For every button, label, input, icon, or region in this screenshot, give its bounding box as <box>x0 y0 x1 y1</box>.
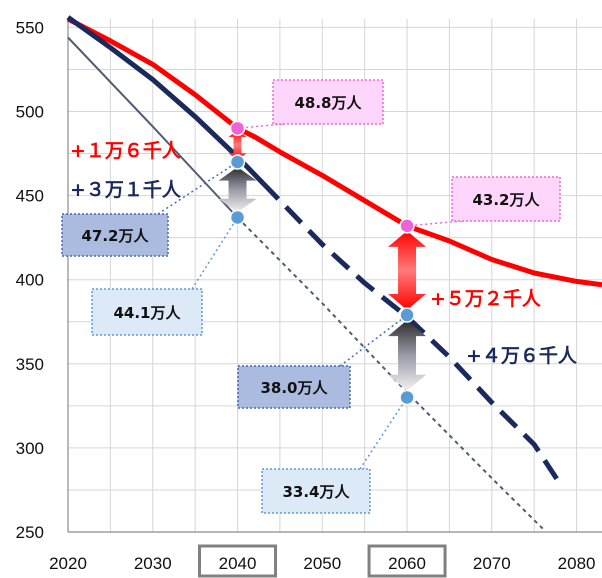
difference-arrow <box>228 130 247 161</box>
difference-annotation: +４万６千人 <box>466 345 578 367</box>
difference-annotations: +１万６千人 +３万１千人 +５万２千人 +４万６千人 <box>70 140 578 367</box>
series-line-projection <box>261 181 562 485</box>
highlight-box <box>367 544 447 578</box>
difference-arrow <box>218 167 257 213</box>
difference-annotation: +１万６千人 <box>70 140 182 162</box>
difference-arrow <box>388 230 427 310</box>
difference-arrow <box>388 320 427 391</box>
series-line <box>66 16 602 288</box>
difference-annotation: +５万２千人 <box>430 288 542 310</box>
value-callout-box <box>272 79 384 125</box>
y-tick-label: 250 <box>16 523 44 542</box>
data-marker <box>399 307 415 323</box>
x-tick-label: 2060 <box>388 554 426 573</box>
value-callout-text: 38.0万人 <box>260 379 328 397</box>
y-tick-label: 500 <box>16 103 44 122</box>
callout-connector <box>359 397 408 470</box>
y-tick-label: 350 <box>16 355 44 374</box>
difference-annotation: +３万１千人 <box>70 179 182 201</box>
data-marker <box>399 389 415 406</box>
value-callout-box <box>237 365 351 409</box>
value-callout-text: 48.8万人 <box>294 94 362 112</box>
x-tick-label: 2080 <box>558 554 596 573</box>
data-marker <box>229 209 246 226</box>
y-tick-label: 550 <box>16 18 44 37</box>
series-line-solid <box>67 36 239 219</box>
axes: 550 500 450 400 350 300 250 2020 2030 2040 2050 206… <box>16 18 602 578</box>
value-callout-box <box>261 468 371 514</box>
value-callout-text: 33.4万人 <box>282 483 350 501</box>
data-markers <box>229 120 415 406</box>
value-callout-box <box>91 288 203 336</box>
value-callouts: 48.8万人 47.2万人 44.1万人 43.2万人 38.0万人 33.4万人 <box>61 79 561 514</box>
x-tick-label: 2030 <box>134 554 172 573</box>
value-callout-box <box>61 213 169 257</box>
x-tick-label: 2050 <box>303 554 341 573</box>
data-marker <box>399 218 415 234</box>
data-marker <box>229 120 246 137</box>
x-tick-label: 2020 <box>49 554 87 573</box>
x-tick-label: 2070 <box>473 554 511 573</box>
highlight-box <box>198 544 278 578</box>
value-callout-box <box>451 176 561 222</box>
y-tick-label: 450 <box>16 187 44 206</box>
callout-connector <box>339 314 408 367</box>
data-marker <box>229 154 246 170</box>
value-callout-text: 43.2万人 <box>472 191 540 209</box>
value-callout-text: 44.1万人 <box>113 304 181 322</box>
callout-connector <box>191 217 239 290</box>
x-tick-label: 2040 <box>219 554 257 573</box>
value-callout-text: 47.2万人 <box>81 227 149 245</box>
y-tick-label: 300 <box>16 439 44 458</box>
difference-arrows <box>218 130 427 391</box>
callout-connectors <box>157 123 463 470</box>
callout-connector <box>157 161 238 215</box>
callout-connector <box>406 220 463 227</box>
y-tick-label: 400 <box>16 271 44 290</box>
